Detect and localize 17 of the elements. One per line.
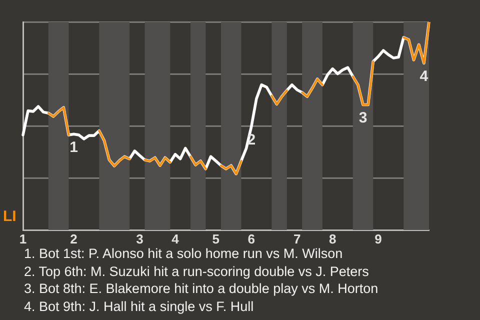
x-tick-label: 5 — [212, 231, 220, 246]
x-tick-label: 9 — [374, 231, 382, 246]
text: 4. Bot 9th: J. Hall hit a single vs F. Hull — [24, 298, 255, 316]
x-tick-label: 3 — [136, 231, 144, 246]
x-tick-label: 7 — [293, 231, 301, 246]
x-tick-label: 6 — [248, 231, 255, 246]
text: 2. Top 6th: M. Suzuki hit a run-scoring double vs J. Peters — [24, 262, 370, 280]
x-tick-label: 4 — [172, 231, 180, 246]
x-tick-label: 8 — [328, 231, 336, 246]
annotation: 3 — [358, 109, 368, 126]
x-tick-label: 2 — [70, 231, 78, 246]
text: 3. Bot 8th: E. Blakemore hit into a double play vs M. Horton — [24, 280, 378, 298]
annotation: 1 — [70, 138, 78, 156]
text: 1. Bot 1st: P. Alonso hit a solo home run vs M. Wilson — [24, 245, 344, 263]
y-axis-title: LI — [3, 208, 16, 225]
annotation: 4 — [420, 68, 429, 85]
x-tick-label: 1 — [19, 231, 27, 246]
